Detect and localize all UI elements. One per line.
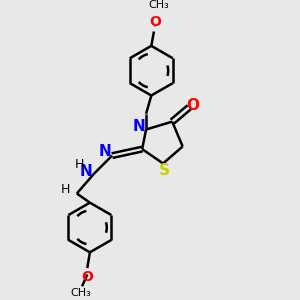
Text: S: S bbox=[159, 163, 170, 178]
Text: N: N bbox=[132, 119, 145, 134]
Text: N: N bbox=[80, 164, 93, 179]
Text: H: H bbox=[75, 158, 84, 171]
Text: H: H bbox=[60, 183, 70, 196]
Text: O: O bbox=[149, 15, 161, 29]
Text: O: O bbox=[187, 98, 200, 113]
Text: O: O bbox=[81, 270, 93, 284]
Text: CH₃: CH₃ bbox=[70, 288, 91, 298]
Text: CH₃: CH₃ bbox=[149, 0, 170, 11]
Text: N: N bbox=[98, 144, 111, 159]
